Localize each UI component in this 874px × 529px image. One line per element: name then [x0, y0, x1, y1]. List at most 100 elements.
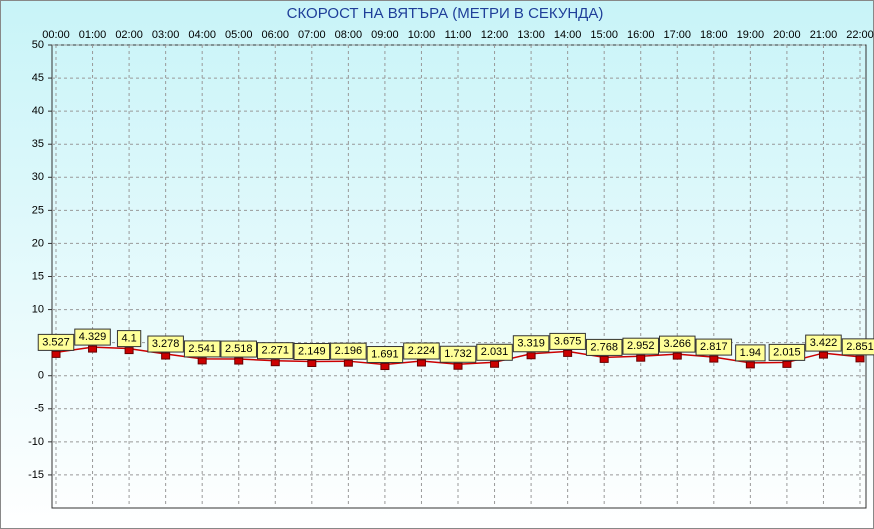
value-label: 2.952: [627, 340, 655, 352]
value-label-group: 2.196: [330, 342, 367, 360]
y-tick-label: -15: [28, 469, 44, 481]
value-label: 3.422: [810, 337, 838, 349]
value-label-group: 3.278: [147, 335, 184, 353]
value-label: 1.732: [444, 348, 472, 360]
value-label-group: 2.031: [476, 343, 513, 361]
value-label: 2.518: [225, 343, 253, 355]
value-label: 2.149: [298, 345, 326, 357]
x-tick-label: 02:00: [115, 29, 143, 41]
y-tick-label: 45: [32, 72, 44, 84]
value-label-group: 3.319: [512, 335, 550, 353]
point-marker: [818, 351, 828, 359]
value-label-group: 2.817: [695, 338, 733, 356]
value-label-group: 2.271: [257, 342, 294, 360]
value-label-group: 2.518: [220, 340, 257, 358]
point-marker: [380, 363, 390, 371]
y-tick-label: 50: [32, 39, 44, 51]
value-label-box: [74, 328, 111, 346]
point-marker: [672, 352, 682, 360]
value-label: 2.271: [262, 345, 290, 357]
x-tick-label: 00:00: [42, 29, 70, 41]
value-label-box: [220, 340, 257, 358]
point-marker: [855, 355, 865, 363]
value-label-box: [366, 346, 404, 364]
y-tick-label: 15: [32, 270, 44, 282]
point-marker: [197, 357, 207, 365]
y-tick-label: -10: [28, 436, 44, 448]
value-label: 3.527: [42, 336, 70, 348]
value-label-box: [841, 338, 874, 356]
x-tick-label: 04:00: [188, 29, 216, 41]
point-marker: [307, 360, 317, 368]
x-tick-label: 18:00: [700, 29, 728, 41]
point-marker: [343, 359, 353, 367]
value-label: 3.319: [517, 338, 545, 350]
value-label: 2.541: [188, 343, 216, 355]
point-marker: [636, 354, 646, 362]
value-label-box: [330, 342, 367, 360]
value-label: 3.266: [664, 338, 692, 350]
value-label-group: 3.527: [37, 333, 75, 351]
point-marker: [270, 359, 280, 367]
value-label-group: 3.422: [805, 334, 842, 352]
point-marker: [782, 360, 792, 368]
value-label-box: [585, 338, 623, 356]
value-label-box: [695, 338, 733, 356]
point-marker: [490, 360, 500, 368]
value-label-group: 2.768: [585, 338, 623, 356]
y-tick-label: -5: [34, 403, 44, 415]
point-marker: [416, 359, 426, 367]
value-label-box: [622, 337, 659, 355]
value-label-box: [116, 330, 142, 348]
y-tick-label: 40: [32, 105, 44, 117]
value-label-box: [37, 333, 75, 351]
value-label: 3.278: [152, 338, 180, 350]
value-label-box: [257, 342, 294, 360]
y-tick-label: 20: [32, 237, 44, 249]
point-marker: [599, 355, 609, 363]
value-label-group: 2.015: [768, 343, 806, 361]
x-tick-label: 22:00: [846, 29, 874, 41]
value-label-group: 2.952: [622, 337, 659, 355]
x-tick-label: 03:00: [152, 29, 180, 41]
x-tick-label: 14:00: [554, 29, 582, 41]
value-label-group: 3.675: [549, 332, 586, 350]
value-label: 2.196: [335, 345, 363, 357]
chart-title: СКОРОСТ НА ВЯТЪРА (МЕТРИ В СЕКУНДА): [287, 5, 604, 22]
x-tick-label: 20:00: [773, 29, 801, 41]
x-tick-label: 05:00: [225, 29, 253, 41]
point-marker: [124, 347, 134, 355]
point-marker: [709, 355, 719, 363]
y-tick-label: 30: [32, 171, 44, 183]
x-tick-label: 15:00: [590, 29, 618, 41]
point-marker: [745, 361, 755, 369]
x-tick-label: 12:00: [481, 29, 509, 41]
value-label-box: [439, 345, 477, 363]
x-tick-label: 13:00: [517, 29, 545, 41]
value-label-box: [805, 334, 842, 352]
value-label-group: 1.691: [366, 346, 404, 364]
x-tick-label: 19:00: [737, 29, 765, 41]
value-label: 4.329: [79, 331, 107, 343]
value-label-box: [659, 335, 696, 353]
value-label-group: 4.1: [116, 330, 142, 348]
x-tick-label: 08:00: [335, 29, 363, 41]
value-label-box: [403, 342, 440, 360]
value-label-group: 2.149: [293, 343, 331, 361]
value-label: 1.94: [740, 347, 761, 359]
point-marker: [161, 352, 171, 360]
y-tick-label: 10: [32, 303, 44, 315]
x-tick-label: 21:00: [810, 29, 838, 41]
x-tick-label: 09:00: [371, 29, 399, 41]
value-label-box: [293, 343, 331, 361]
point-marker: [234, 357, 244, 365]
x-tick-label: 16:00: [627, 29, 655, 41]
point-marker: [526, 352, 536, 360]
value-label-group: 1.732: [439, 345, 477, 363]
point-marker: [88, 345, 98, 353]
y-tick-label: 35: [32, 138, 44, 150]
value-label: 2.224: [408, 345, 436, 357]
value-label-group: 2.541: [183, 340, 221, 358]
